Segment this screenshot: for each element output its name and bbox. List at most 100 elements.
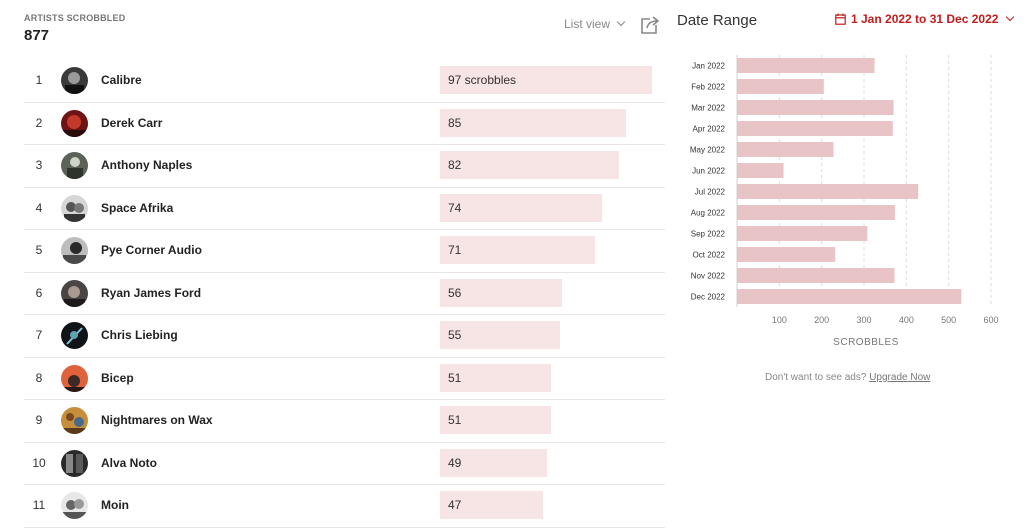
artist-name[interactable]: Calibre bbox=[101, 73, 142, 87]
chart-bar bbox=[737, 163, 784, 178]
list-item[interactable]: 5 Pye Corner Audio 71 bbox=[24, 230, 665, 273]
list-item[interactable]: 7 Chris Liebing 55 bbox=[24, 315, 665, 358]
artist-avatar[interactable] bbox=[61, 492, 88, 519]
artist-name[interactable]: Nightmares on Wax bbox=[101, 413, 213, 427]
rank: 10 bbox=[32, 455, 46, 470]
rank: 9 bbox=[35, 413, 43, 427]
ads-notice: Don't want to see ads? Upgrade Now bbox=[765, 372, 930, 383]
artist-avatar[interactable] bbox=[61, 194, 88, 222]
chart-x-tick-label: 300 bbox=[856, 315, 871, 325]
scrobble-count: 74 bbox=[448, 200, 462, 215]
artist-name[interactable]: Space Afrika bbox=[101, 200, 174, 215]
scrobble-bar bbox=[440, 108, 626, 137]
chart-x-ticks: 100 200 300 400 500 600 bbox=[772, 315, 999, 325]
chart-bar bbox=[737, 247, 836, 262]
scrobble-bar bbox=[440, 193, 602, 222]
scrobble-bar bbox=[440, 363, 552, 392]
scrobble-count: 51 bbox=[448, 370, 462, 385]
artist-name[interactable]: Alva Noto bbox=[101, 455, 158, 470]
chart-y-tick-label: Dec 2022 bbox=[691, 293, 726, 302]
artists-scrobbled-count: 877 bbox=[24, 27, 50, 44]
date-range-title: Date Range bbox=[677, 12, 758, 29]
chart-bar bbox=[737, 184, 919, 199]
rank: 2 bbox=[35, 115, 43, 130]
scrobble-count: 51 bbox=[448, 413, 462, 427]
share-icon[interactable] bbox=[638, 14, 660, 36]
artist-name[interactable]: Ryan James Ford bbox=[101, 285, 202, 300]
rank: 5 bbox=[35, 243, 43, 257]
chart-bar bbox=[737, 226, 868, 241]
list-item[interactable]: 8 Bicep 51 bbox=[24, 358, 665, 400]
chevron-down-icon bbox=[616, 17, 626, 27]
scrobble-bar bbox=[440, 278, 563, 307]
artist-avatar[interactable] bbox=[61, 364, 88, 392]
scrobble-count: 71 bbox=[448, 243, 462, 257]
artist-avatar[interactable] bbox=[61, 279, 88, 307]
artist-avatar[interactable] bbox=[61, 152, 88, 179]
artist-list: 1 Calibre 97 scrobbles 2 Derek Carr 85 3… bbox=[24, 60, 665, 528]
list-view-toggle[interactable]: List view bbox=[564, 17, 626, 31]
scrobble-count: 55 bbox=[448, 328, 462, 342]
scrobble-bar bbox=[440, 448, 548, 477]
artist-name[interactable]: Anthony Naples bbox=[101, 158, 193, 172]
artist-name[interactable]: Bicep bbox=[101, 370, 134, 385]
artist-name[interactable]: Moin bbox=[101, 498, 129, 512]
list-item[interactable]: 4 Space Afrika 74 bbox=[24, 188, 665, 230]
list-item[interactable]: 10 Alva Noto 49 bbox=[24, 443, 665, 485]
rank: 7 bbox=[35, 328, 43, 342]
list-item[interactable]: 3 Anthony Naples 82 bbox=[24, 145, 665, 188]
list-item[interactable]: 1 Calibre 97 scrobbles bbox=[24, 60, 665, 103]
chart-y-tick-label: Mar 2022 bbox=[691, 104, 725, 113]
chart-bar bbox=[737, 289, 962, 304]
chart-y-labels: Jan 2022 Feb 2022 Mar 2022 Apr 2022 May 2022… bbox=[690, 62, 726, 302]
scrobble-bar bbox=[440, 321, 561, 349]
artist-avatar[interactable] bbox=[61, 109, 88, 137]
chart-y-tick-label: Jan 2022 bbox=[692, 62, 725, 71]
chart-bar bbox=[737, 268, 895, 283]
chart-x-tick-label: 500 bbox=[941, 315, 956, 325]
chart-y-tick-label: Aug 2022 bbox=[691, 209, 726, 218]
scrobble-count: 82 bbox=[448, 158, 462, 172]
chart-y-tick-label: May 2022 bbox=[690, 146, 726, 155]
calendar-icon bbox=[835, 13, 846, 25]
scrobble-count: 56 bbox=[448, 285, 462, 300]
chart-x-tick-label: 200 bbox=[814, 315, 829, 325]
artist-avatar[interactable] bbox=[61, 322, 88, 349]
chart-y-tick-label: Sep 2022 bbox=[691, 230, 726, 239]
scrobble-bar bbox=[440, 66, 652, 94]
list-item[interactable]: 9 Nightmares on Wax 51 bbox=[24, 400, 665, 443]
rank: 8 bbox=[35, 370, 43, 385]
chart-bar bbox=[737, 58, 875, 73]
chart-bar bbox=[737, 100, 894, 115]
date-range-panel: Date Range 1 Jan 2022 to 31 Dec 2022 Jan… bbox=[665, 0, 1024, 522]
chart-bar bbox=[737, 79, 824, 94]
artist-name[interactable]: Derek Carr bbox=[101, 115, 163, 130]
artist-name[interactable]: Pye Corner Audio bbox=[101, 243, 202, 257]
chart-grid bbox=[736, 55, 992, 307]
chart-bars bbox=[737, 58, 962, 304]
chart-x-tick-label: 100 bbox=[772, 315, 787, 325]
scrobbles-chart: Jan 2022 Feb 2022 Mar 2022 Apr 2022 May 2022… bbox=[690, 55, 999, 348]
date-range-value: 1 Jan 2022 to 31 Dec 2022 bbox=[851, 12, 999, 26]
chart-x-tick-label: 400 bbox=[899, 315, 914, 325]
artists-scrobbled-label: ARTISTS SCROBBLED bbox=[24, 13, 126, 23]
artist-avatar[interactable] bbox=[61, 407, 88, 434]
chart-x-tick-label: 600 bbox=[983, 315, 998, 325]
rank: 3 bbox=[35, 158, 43, 172]
upgrade-now-link[interactable]: Upgrade Now bbox=[869, 372, 931, 383]
scrobble-bar bbox=[440, 151, 620, 179]
artists-panel: ARTISTS SCROBBLED 877 List view 1 Calibr… bbox=[24, 13, 665, 528]
artist-avatar[interactable] bbox=[61, 449, 88, 477]
date-range-picker[interactable]: 1 Jan 2022 to 31 Dec 2022 bbox=[835, 12, 1015, 26]
artist-avatar[interactable] bbox=[61, 237, 88, 264]
artist-name[interactable]: Chris Liebing bbox=[101, 328, 178, 342]
chart-y-tick-label: Feb 2022 bbox=[691, 83, 725, 92]
list-item[interactable]: 2 Derek Carr 85 bbox=[24, 103, 665, 145]
artist-avatar[interactable] bbox=[61, 67, 88, 94]
list-item[interactable]: 6 Ryan James Ford 56 bbox=[24, 273, 665, 315]
scrobble-bar bbox=[440, 236, 596, 264]
chart-bar bbox=[737, 142, 834, 157]
scrobble-count: 49 bbox=[448, 455, 462, 470]
rank: 6 bbox=[35, 285, 43, 300]
list-item[interactable]: 11 Moin 47 bbox=[24, 485, 665, 528]
